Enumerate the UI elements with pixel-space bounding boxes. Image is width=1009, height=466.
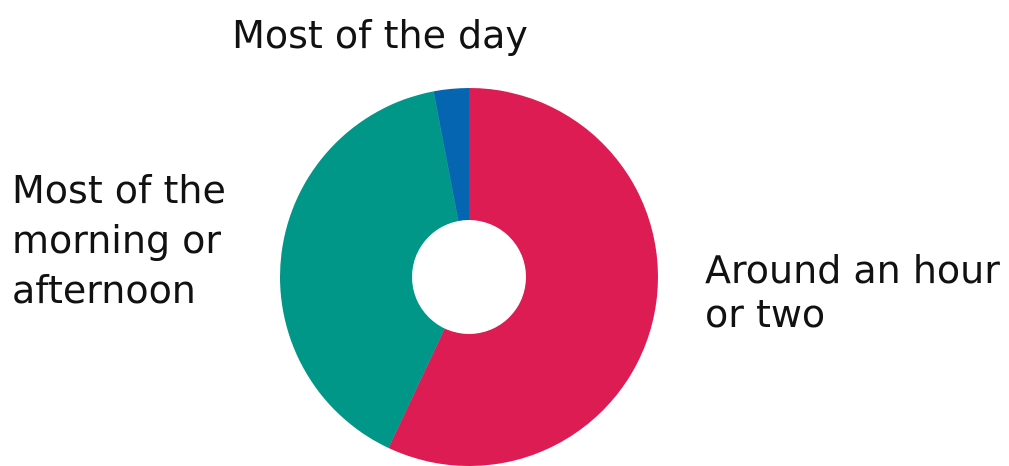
slice-label-line: Most of the	[12, 168, 226, 212]
slice-label-line: or two	[705, 292, 825, 336]
slice-label-line: Around an hour	[705, 248, 1000, 292]
slice-most-of-the-morning-or-afternoon	[279, 91, 469, 449]
donut-hole	[412, 220, 526, 334]
slice-label-around-an-hour-or-two: Around an hour or two	[705, 248, 1009, 336]
slice-label-line: Most of the day	[232, 13, 528, 57]
slice-label-most-of-the-morning-or-afternoon: Most of the morning or afternoon	[12, 168, 238, 312]
slice-label-line: afternoon	[12, 268, 196, 312]
slice-label-line: morning or	[12, 218, 221, 262]
slice-label-most-of-the-day: Most of the day	[232, 13, 528, 57]
